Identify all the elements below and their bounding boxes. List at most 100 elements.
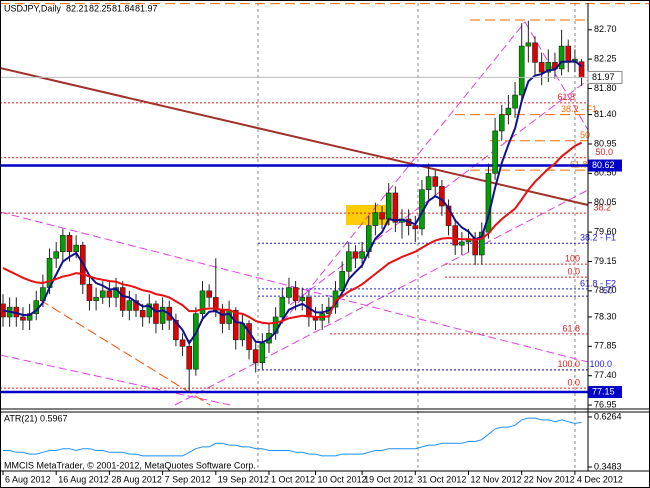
candle-body bbox=[292, 287, 299, 301]
ohlc-high: 82.25 bbox=[89, 3, 112, 13]
chart-title: USDJPY,Daily bbox=[4, 3, 61, 13]
x-tick-label: 31 Oct 2012 bbox=[417, 474, 466, 484]
y-tick-label: 77.85 bbox=[594, 341, 617, 351]
indicator-title: ATR(21) bbox=[4, 413, 37, 423]
y-tick-label: 81.80 bbox=[594, 83, 617, 93]
plot: 61.8 38.2 - F1 50 50.0 61.8 - F2 38.2 38.2 - F… bbox=[0, 3, 650, 457]
y-tick-label: 78.30 bbox=[594, 311, 617, 321]
candle-body bbox=[505, 107, 512, 115]
candle-body bbox=[126, 300, 133, 311]
y-tick-label: 80.95 bbox=[594, 138, 617, 148]
candle-body bbox=[199, 290, 206, 315]
y-tick-label: 77.40 bbox=[594, 370, 617, 380]
candle-body bbox=[412, 225, 419, 230]
candle-body bbox=[518, 45, 525, 96]
candle-body bbox=[352, 251, 359, 259]
candle-body bbox=[60, 235, 66, 252]
candle-body bbox=[246, 323, 252, 350]
x-tick-label: 4 Dec 2012 bbox=[577, 474, 623, 484]
candle-body bbox=[299, 297, 306, 301]
ohlc-open: 82.21 bbox=[66, 3, 89, 13]
trend-line bbox=[39, 299, 211, 406]
candle-body bbox=[106, 290, 113, 298]
candle-body bbox=[459, 241, 465, 246]
candle-body bbox=[379, 212, 385, 220]
price-box-label: 77.15 bbox=[592, 386, 615, 396]
candle-body bbox=[498, 114, 505, 132]
candle-body bbox=[259, 342, 266, 363]
level-label: 61.8 bbox=[562, 323, 580, 333]
candle-body bbox=[99, 290, 106, 298]
candle-body bbox=[472, 238, 478, 256]
candle-body bbox=[538, 62, 545, 73]
y-tick-label: 80.50 bbox=[594, 168, 617, 178]
level-label: 50.0 bbox=[595, 147, 613, 157]
candle-body bbox=[53, 251, 60, 259]
x-tick-label: 12 Nov 2012 bbox=[471, 474, 522, 484]
level-label: 100 bbox=[565, 253, 580, 263]
last-price-box bbox=[587, 70, 623, 84]
y-tick-label: 79.60 bbox=[594, 226, 617, 236]
level-label: 50 bbox=[580, 130, 590, 140]
x-tick-label: 1 Oct 2012 bbox=[271, 474, 315, 484]
last-price-label: 81.97 bbox=[592, 72, 615, 82]
level-label: 61.8 bbox=[557, 92, 575, 102]
y-tick-label: 79.15 bbox=[594, 256, 617, 266]
candle-body bbox=[452, 225, 459, 246]
candle-body bbox=[219, 310, 226, 324]
indicator-value: 0.5967 bbox=[40, 413, 68, 423]
x-tick-label: 22 Nov 2012 bbox=[524, 474, 575, 484]
level-label: 0.0 bbox=[567, 377, 580, 387]
highlight-box bbox=[346, 205, 390, 225]
trend-line bbox=[0, 211, 589, 363]
x-tick-label: 10 Oct 2012 bbox=[318, 474, 367, 484]
candle-body bbox=[392, 192, 399, 223]
level-label: 0.0 bbox=[567, 267, 580, 277]
candle-body bbox=[159, 306, 166, 324]
moving-average bbox=[2, 60, 583, 346]
ohlc-close: 81.97 bbox=[135, 3, 158, 13]
candle-body bbox=[425, 176, 432, 190]
price-box bbox=[588, 159, 622, 172]
candle-body bbox=[445, 205, 452, 226]
y-tick-label: 82.25 bbox=[594, 54, 617, 64]
footer: MMCIS MetaTrader, © 2001-2012, MetaQuote… bbox=[4, 460, 256, 470]
candle-body bbox=[279, 297, 286, 318]
atr-tick-label: 0.3483 bbox=[594, 461, 622, 471]
candle-body bbox=[478, 231, 485, 256]
candle-body bbox=[286, 287, 292, 298]
y-tick-label: 78.70 bbox=[594, 285, 617, 295]
trend-line bbox=[289, 79, 589, 306]
x-tick-label: 7 Sep 2012 bbox=[165, 474, 211, 484]
candle-body bbox=[139, 310, 146, 318]
candle-body bbox=[153, 303, 159, 324]
candle-body bbox=[439, 186, 445, 207]
atr-tick-label: 0.6264 bbox=[594, 411, 622, 421]
level-label: 38.2 - F1 bbox=[580, 233, 616, 243]
level-label: 100.0 bbox=[557, 359, 580, 369]
candle-body bbox=[525, 42, 532, 47]
candle-body bbox=[432, 176, 439, 187]
candle-body bbox=[545, 62, 552, 73]
trend-line bbox=[174, 189, 589, 406]
trend-line bbox=[259, 21, 526, 351]
level-label: 38.2 - F1 bbox=[561, 104, 597, 114]
candle-body bbox=[532, 42, 538, 63]
atr-line bbox=[3, 417, 582, 457]
drawings bbox=[0, 3, 589, 471]
candle-body bbox=[359, 251, 365, 259]
candle-body bbox=[173, 319, 179, 341]
candle-body bbox=[86, 284, 93, 301]
candle-body bbox=[26, 313, 33, 321]
candle-body bbox=[119, 287, 126, 311]
ohlc-low: 81.84 bbox=[112, 3, 135, 13]
y-tick-label: 82.70 bbox=[594, 24, 617, 34]
candle-body bbox=[558, 45, 565, 70]
candle-body bbox=[565, 45, 572, 63]
candle-body bbox=[232, 310, 239, 341]
y-tick-label: 81.40 bbox=[594, 109, 617, 119]
candle-body bbox=[512, 94, 518, 109]
x-tick-label: 6 Aug 2012 bbox=[5, 474, 51, 484]
